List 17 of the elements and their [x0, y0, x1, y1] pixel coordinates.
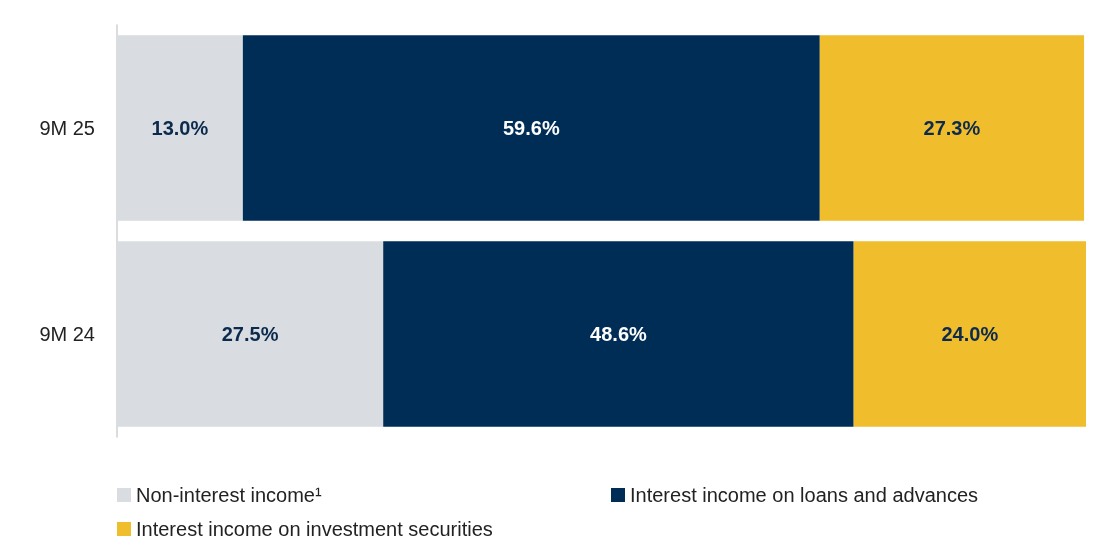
y-tick-label: 9M 25 — [39, 117, 95, 139]
y-tick-label: 9M 24 — [39, 323, 95, 345]
data-label: 27.5% — [221, 323, 279, 345]
data-label: 24.0% — [941, 323, 999, 345]
bar — [853, 241, 1086, 427]
data-label: 13.0% — [151, 117, 209, 139]
bar — [819, 35, 1085, 221]
data-label: 59.6% — [502, 117, 560, 139]
bar — [383, 241, 854, 427]
data-label: 48.6% — [590, 323, 648, 345]
legend-label: Non-interest income¹ — [136, 484, 322, 506]
bar — [242, 35, 820, 221]
bar — [117, 241, 384, 427]
legend-label: Interest income on investment securities — [136, 518, 493, 540]
data-label: 27.3% — [923, 117, 981, 139]
legend-label: Interest income on loans and advances — [630, 484, 978, 506]
bar — [117, 35, 243, 221]
